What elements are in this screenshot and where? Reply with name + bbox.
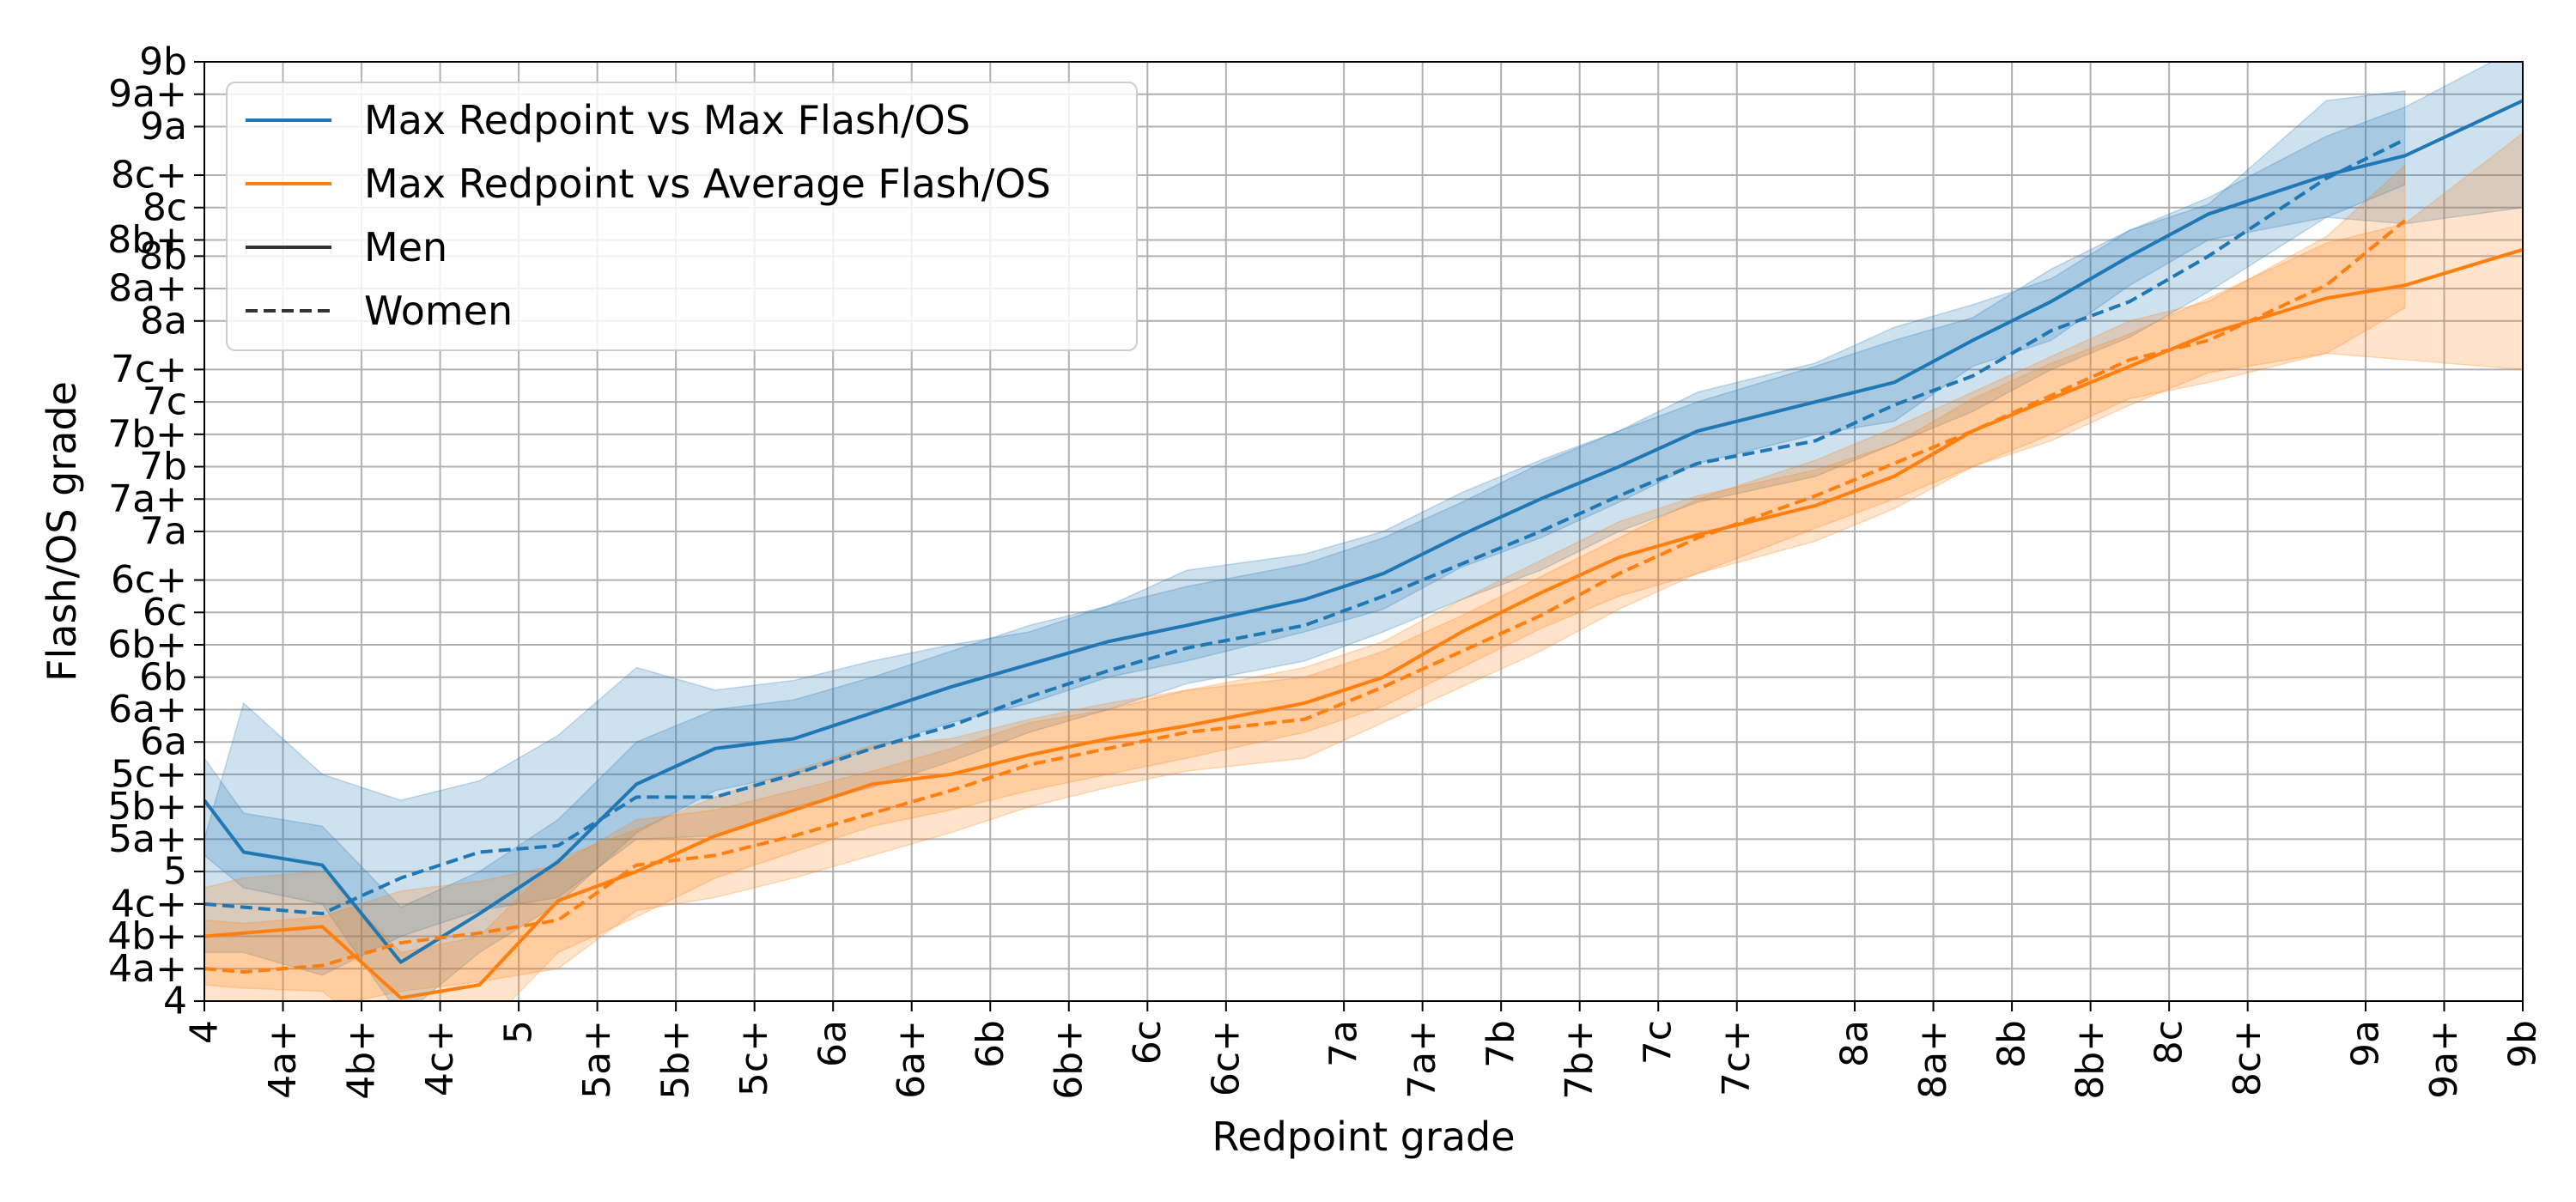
x-tick-label: 6c bbox=[1126, 1020, 1170, 1065]
x-tick-label: 4a+ bbox=[261, 1020, 305, 1099]
y-tick-label: 5a+ bbox=[108, 817, 187, 861]
y-tick-label: 5c+ bbox=[111, 752, 187, 796]
x-tick-label: 9a bbox=[2343, 1020, 2387, 1067]
x-tick-label: 8c bbox=[2148, 1020, 2191, 1065]
avg-women-band bbox=[204, 164, 2406, 1001]
y-tick-label: 9b bbox=[139, 40, 187, 84]
x-tick-label: 8a+ bbox=[1911, 1020, 1955, 1099]
legend-entry-label: Men bbox=[364, 224, 447, 270]
x-tick-label: 5 bbox=[497, 1020, 541, 1044]
max-men-line bbox=[204, 99, 2523, 964]
max-women-line bbox=[204, 137, 2406, 916]
x-tick-label: 5c+ bbox=[732, 1020, 776, 1096]
y-tick-label: 4a+ bbox=[108, 947, 187, 991]
y-tick-label: 7a+ bbox=[108, 477, 187, 521]
legend-entry-label: Max Redpoint vs Average Flash/OS bbox=[364, 161, 1051, 207]
legend: Max Redpoint vs Max Flash/OS Max Redpoint… bbox=[226, 82, 1138, 351]
y-tick-label: 5 bbox=[163, 850, 187, 894]
x-tick-label: 8a bbox=[1833, 1020, 1877, 1067]
y-axis-ticks: 44a+4b+4c+55a+5b+5c+6a6a+6b6b+6c6c+7a7a+… bbox=[107, 40, 204, 1023]
x-tick-label: 4 bbox=[183, 1020, 227, 1044]
x-tick-label: 7a+ bbox=[1400, 1020, 1444, 1099]
y-tick-label: 4 bbox=[163, 980, 187, 1023]
y-tick-label: 6a+ bbox=[108, 688, 187, 732]
y-tick-label: 8c+ bbox=[111, 154, 187, 197]
x-tick-label: 4b+ bbox=[340, 1020, 384, 1100]
x-tick-label: 8b bbox=[1990, 1020, 2034, 1068]
x-axis-ticks: 4 4a+ 4b+ 4c+ 5 5a+ 5b+ 5c+ 6a 6a+ 6b 6b+ 6c 6c+ 7a 7a+… bbox=[183, 1001, 2545, 1100]
y-tick-label: 7c bbox=[143, 380, 187, 424]
avg-men-band bbox=[204, 132, 2523, 1001]
y-tick-label: 6c+ bbox=[111, 558, 187, 602]
x-tick-label: 9b bbox=[2501, 1020, 2545, 1068]
x-tick-label: 7c bbox=[1637, 1020, 1680, 1065]
x-axis-label: Redpoint grade bbox=[1212, 1114, 1515, 1160]
y-tick-label: 6a bbox=[140, 720, 187, 764]
x-tick-label: 8b+ bbox=[2069, 1020, 2112, 1100]
y-tick-label: 6b+ bbox=[107, 623, 187, 667]
y-tick-label: 7b bbox=[139, 445, 187, 489]
x-tick-label: 4c+ bbox=[418, 1020, 462, 1096]
legend-entry-label: Women bbox=[364, 288, 513, 334]
y-tick-label: 8a+ bbox=[108, 267, 187, 311]
legend-box bbox=[226, 82, 1138, 351]
y-tick-label: 8c bbox=[143, 185, 187, 229]
x-tick-label: 7a bbox=[1322, 1020, 1366, 1067]
avg-women-line bbox=[204, 219, 2406, 974]
y-tick-label: 4c+ bbox=[111, 882, 187, 926]
legend-entry-label: Max Redpoint vs Max Flash/OS bbox=[364, 97, 970, 143]
x-tick-label: 7b+ bbox=[1558, 1020, 1601, 1100]
y-tick-label: 7c+ bbox=[111, 348, 187, 392]
x-tick-label: 7b bbox=[1479, 1020, 1523, 1068]
x-tick-label: 8c+ bbox=[2226, 1020, 2269, 1096]
x-tick-label: 5a+ bbox=[575, 1020, 619, 1099]
y-tick-label: 8b bbox=[139, 234, 187, 278]
y-tick-label: 6c bbox=[143, 591, 187, 634]
y-tick-label: 9a bbox=[140, 105, 187, 149]
x-tick-label: 6b+ bbox=[1047, 1020, 1091, 1100]
y-tick-label: 5b+ bbox=[107, 785, 187, 829]
x-tick-label: 6a bbox=[811, 1020, 855, 1067]
x-tick-label: 6a+ bbox=[890, 1020, 933, 1099]
x-tick-label: 9a+ bbox=[2422, 1020, 2466, 1099]
avg-men-line bbox=[204, 247, 2523, 1000]
y-tick-label: 7a bbox=[140, 510, 187, 554]
y-tick-label: 6b bbox=[139, 655, 187, 699]
y-tick-label: 8a bbox=[140, 299, 187, 343]
y-tick-label: 8b+ bbox=[107, 218, 187, 262]
y-tick-label: 9a+ bbox=[108, 72, 187, 116]
x-tick-label: 7c+ bbox=[1715, 1020, 1759, 1096]
x-tick-label: 6b bbox=[969, 1020, 1012, 1068]
series-lines bbox=[204, 99, 2523, 1000]
y-tick-label: 7b+ bbox=[107, 412, 187, 456]
y-tick-label: 4b+ bbox=[107, 914, 187, 958]
x-tick-label: 6c+ bbox=[1204, 1020, 1248, 1096]
x-tick-label: 5b+ bbox=[654, 1020, 698, 1100]
y-axis-label: Flash/OS grade bbox=[39, 381, 85, 682]
